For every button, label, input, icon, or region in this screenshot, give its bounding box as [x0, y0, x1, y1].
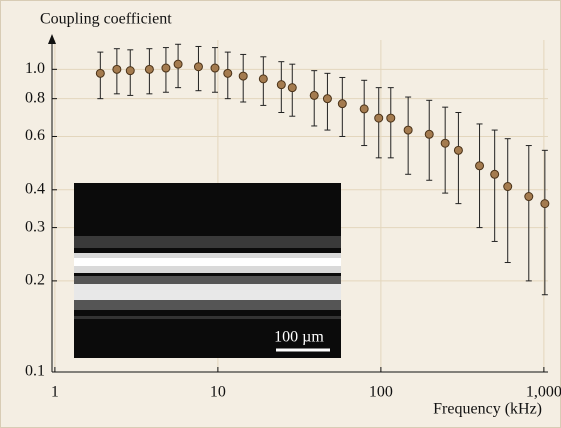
scale-label: 100 µm	[274, 329, 324, 346]
error-bar	[504, 138, 511, 264]
data-point	[322, 94, 332, 104]
grid	[52, 40, 548, 373]
data-point	[144, 64, 154, 74]
data-point	[173, 59, 183, 69]
y-tick-label: 0.6	[25, 127, 45, 144]
y-tick-label: 0.1	[25, 363, 45, 380]
data-point	[475, 161, 485, 171]
x-tick-label: 100	[369, 384, 393, 401]
data-point	[112, 64, 122, 74]
y-tick-label: 0.3	[25, 218, 45, 235]
data-point	[503, 182, 513, 192]
error-bar	[426, 99, 433, 181]
y-tick-label: 0.2	[25, 272, 45, 289]
data-point	[453, 145, 463, 155]
data-point	[337, 99, 347, 109]
data-point	[287, 83, 297, 93]
y-axis-arrow	[48, 34, 56, 44]
data-point	[210, 63, 220, 73]
data-point	[223, 68, 233, 78]
data-point	[440, 138, 450, 148]
points	[95, 43, 550, 296]
x-tick-label: 10	[210, 384, 226, 401]
error-bar	[541, 149, 548, 296]
data-point	[193, 62, 203, 72]
data-point	[161, 63, 171, 73]
x-tick-label: 1	[51, 384, 59, 401]
data-point	[490, 169, 500, 179]
data-point	[524, 192, 534, 202]
data-point	[403, 125, 413, 135]
y-axis-label: Coupling coefficient	[40, 11, 172, 28]
x-tick-label: 1,000	[526, 384, 561, 401]
data-point	[309, 90, 319, 100]
error-bar	[405, 96, 412, 175]
y-tick-label: 0.8	[25, 89, 45, 106]
y-tick-label: 1.0	[25, 60, 45, 77]
data-point	[125, 66, 135, 76]
data-point	[95, 68, 105, 78]
inset-band	[74, 284, 341, 300]
error-bar	[442, 106, 449, 194]
error-bar	[375, 87, 382, 159]
inset-band	[74, 300, 341, 310]
data-point	[258, 74, 268, 84]
y-tick-label: 0.4	[25, 180, 45, 197]
x-axis-label: Frequency (kHz)	[433, 401, 542, 418]
inset-band	[74, 316, 341, 319]
inset-image: 100 µm	[74, 183, 341, 358]
error-bar	[476, 123, 483, 229]
error-bar	[387, 87, 394, 159]
data-point	[424, 129, 434, 139]
inset-band	[74, 276, 341, 284]
inset-band	[74, 258, 341, 266]
error-bar	[491, 129, 498, 242]
error-bar	[455, 112, 462, 205]
data-point	[359, 104, 369, 114]
data-point	[374, 113, 384, 123]
data-point	[386, 113, 396, 123]
data-point	[238, 71, 248, 81]
data-point	[540, 199, 550, 209]
error-bar	[525, 145, 532, 282]
data-point	[276, 80, 286, 90]
inset-band	[74, 236, 341, 248]
